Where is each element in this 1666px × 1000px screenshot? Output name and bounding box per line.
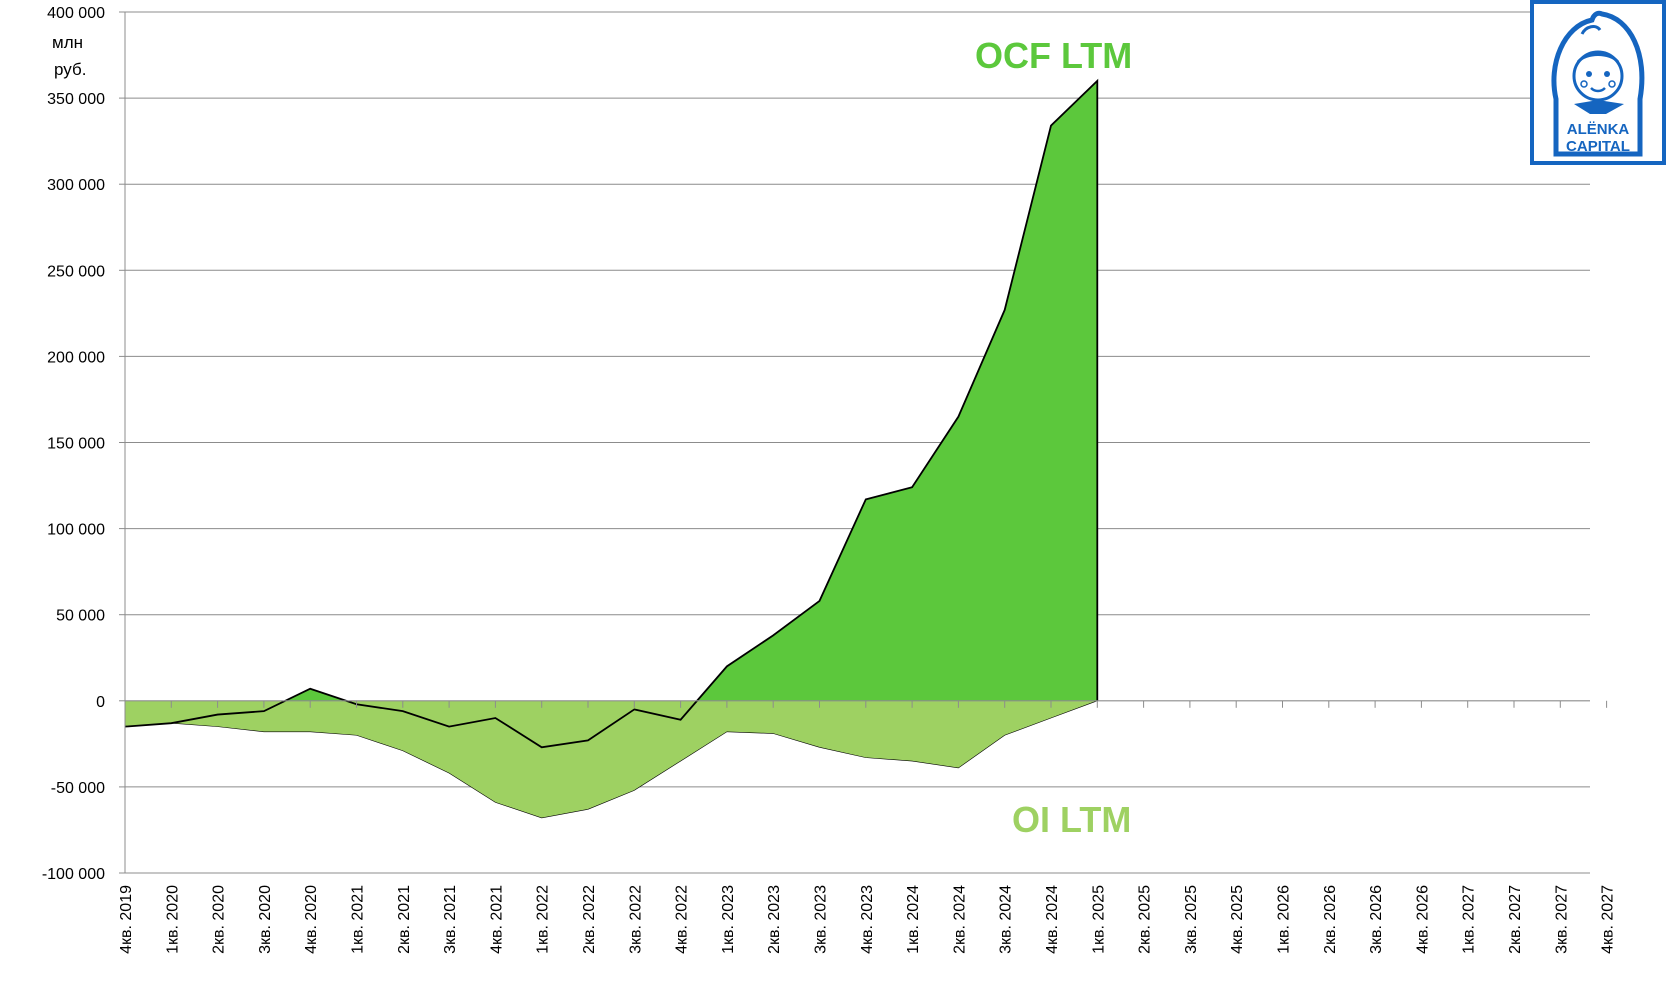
y-axis-ticks: 400 000 350 000 300 000 250 000 200 000 150 0… — [42, 5, 125, 883]
x-tick-label: 3кв. 2021 — [442, 885, 459, 954]
x-tick-label: 3кв. 2027 — [1553, 885, 1570, 954]
alenka-capital-logo: ALЁNKA CAPITAL — [1530, 0, 1666, 165]
y-tick-label: 350 000 — [47, 91, 105, 108]
y-tick-label: 200 000 — [47, 349, 105, 366]
x-tick-label: 3кв. 2025 — [1183, 885, 1200, 954]
x-tick-label: 3кв. 2023 — [813, 885, 830, 954]
x-tick-label: 2кв. 2021 — [396, 885, 413, 954]
x-tick-label: 3кв. 2022 — [627, 885, 644, 954]
x-tick-label: 4кв. 2023 — [859, 885, 876, 954]
area-series — [124, 78, 1099, 819]
x-tick-label: 1кв. 2027 — [1461, 885, 1478, 954]
ocf-ltm-area — [125, 80, 1098, 748]
x-tick-label: 2кв. 2024 — [951, 885, 968, 954]
x-axis-ticks: 4кв. 2019 1кв. 2020 2кв. 2020 3кв. 2020 4кв.… — [118, 700, 1617, 954]
oi-ltm-line — [124, 700, 1098, 819]
x-tick-label: 1кв. 2024 — [905, 885, 922, 954]
ocf-ltm-line — [124, 78, 1099, 749]
x-tick-label: 1кв. 2025 — [1090, 885, 1107, 954]
x-tick-label: 1кв. 2021 — [350, 885, 367, 954]
x-tick-label: 3кв. 2024 — [998, 885, 1015, 954]
x-tick-label: 4кв. 2027 — [1600, 885, 1617, 954]
y-tick-label: -100 000 — [42, 866, 105, 883]
x-tick-label: 3кв. 2020 — [257, 885, 274, 954]
y-tick-label: 100 000 — [47, 522, 105, 539]
x-tick-label: 1кв. 2022 — [535, 885, 552, 954]
x-tick-label: 4кв. 2022 — [674, 885, 691, 954]
unit-label-rub: руб. — [54, 60, 86, 79]
x-tick-label: 2кв. 2022 — [581, 885, 598, 954]
y-tick-label: -50 000 — [51, 780, 105, 797]
x-tick-label: 4кв. 2026 — [1414, 885, 1431, 954]
gridlines — [125, 11, 1590, 788]
y-tick-label: 50 000 — [56, 608, 105, 625]
x-tick-label: 3кв. 2026 — [1368, 885, 1385, 954]
x-tick-label: 4кв. 2024 — [1044, 885, 1061, 954]
x-tick-label: 4кв. 2019 — [118, 885, 135, 954]
x-tick-label: 4кв. 2021 — [488, 885, 505, 954]
logo-text-capital: CAPITAL — [1566, 138, 1630, 155]
x-tick-label: 1кв. 2026 — [1276, 885, 1293, 954]
x-tick-label: 2кв. 2023 — [766, 885, 783, 954]
unit-label-mln: млн — [52, 33, 83, 52]
y-tick-label: 150 000 — [47, 436, 105, 453]
x-tick-label: 1кв. 2023 — [720, 885, 737, 954]
x-tick-label: 2кв. 2025 — [1137, 885, 1154, 954]
logo-text-alenka: ALЁNKA — [1567, 121, 1630, 138]
y-tick-label: 0 — [96, 694, 105, 711]
y-tick-label: 400 000 — [47, 5, 105, 22]
y-tick-label: 300 000 — [47, 177, 105, 194]
x-tick-label: 2кв. 2027 — [1507, 885, 1524, 954]
oi-ltm-area — [125, 700, 1098, 818]
x-tick-label: 2кв. 2026 — [1322, 885, 1339, 954]
y-tick-label: 250 000 — [47, 263, 105, 280]
legend-ocf-ltm: OCF LTM — [975, 35, 1132, 76]
x-tick-label: 4кв. 2025 — [1229, 885, 1246, 954]
x-tick-label: 2кв. 2020 — [211, 885, 228, 954]
x-tick-label: 1кв. 2020 — [164, 885, 181, 954]
legend-oi-ltm: OI LTM — [1012, 799, 1131, 840]
x-tick-label: 4кв. 2020 — [303, 885, 320, 954]
